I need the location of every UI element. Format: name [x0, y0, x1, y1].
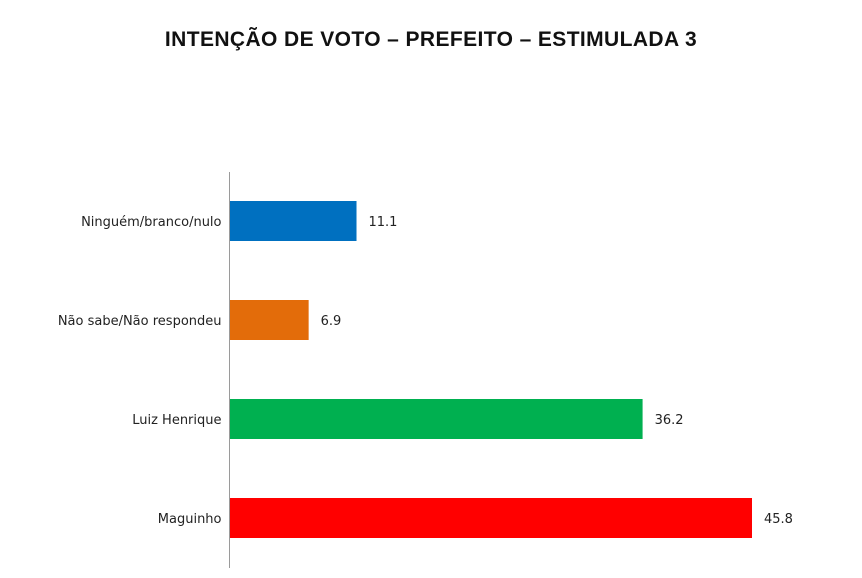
- bar-2: [230, 399, 643, 439]
- category-label-1: Não sabe/Não respondeu: [58, 314, 222, 329]
- category-label-2: Luiz Henrique: [132, 413, 221, 428]
- category-label-0: Ninguém/branco/nulo: [81, 215, 221, 230]
- value-label-3: 45.8: [764, 512, 793, 527]
- category-label-3: Maguinho: [158, 512, 222, 527]
- chart-title: INTENÇÃO DE VOTO – PREFEITO – ESTIMULADA…: [164, 28, 698, 51]
- value-label-0: 11.1: [369, 215, 398, 230]
- bar-0: [230, 201, 357, 241]
- value-label-1: 6.9: [321, 314, 342, 329]
- bar-1: [230, 300, 309, 340]
- value-label-2: 36.2: [655, 413, 684, 428]
- bar-3: [230, 498, 752, 538]
